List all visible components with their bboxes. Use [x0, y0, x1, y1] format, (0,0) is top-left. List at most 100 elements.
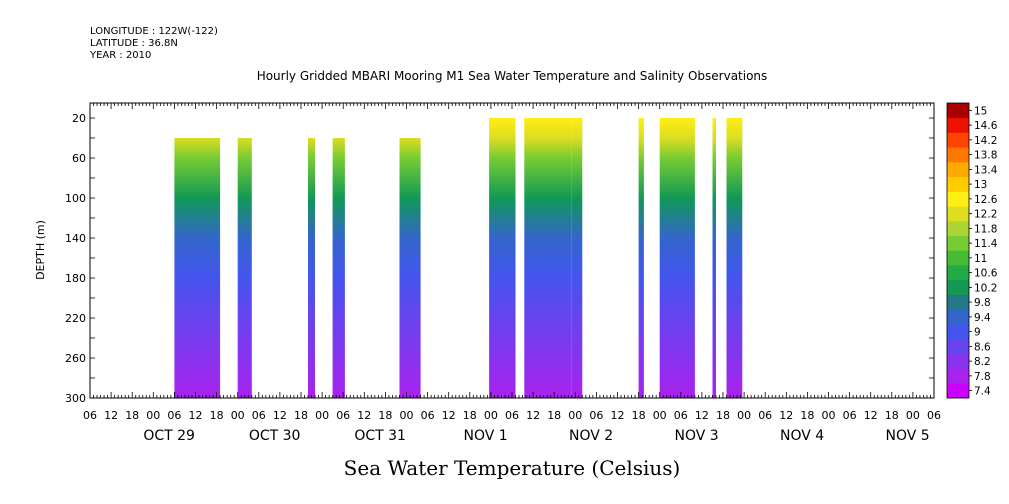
- x-day-label: OCT 30: [249, 428, 301, 444]
- variable-label: Sea Water Temperature (Celsius): [344, 456, 681, 480]
- colorbar-swatch: [947, 309, 969, 325]
- colorbar-swatch: [947, 280, 969, 296]
- colorbar-swatch: [947, 191, 969, 207]
- x-hour-tick-label: 00: [653, 409, 667, 422]
- year-label: YEAR : 2010: [90, 50, 152, 61]
- y-tick-label: 20: [72, 112, 86, 125]
- colorbar-tick-label: 13: [974, 179, 987, 191]
- colorbar-tick-label: 11.8: [974, 223, 997, 235]
- x-hour-tick-label: 06: [252, 409, 266, 422]
- colorbar-swatch: [947, 265, 969, 281]
- data-segment: [524, 118, 572, 398]
- x-hour-tick-label: 18: [294, 409, 308, 422]
- data-segment: [308, 138, 315, 398]
- x-day-label: NOV 2: [569, 428, 613, 444]
- x-day-label: NOV 4: [780, 428, 824, 444]
- colorbar-swatch: [947, 250, 969, 266]
- y-tick-label: 300: [65, 392, 86, 405]
- x-hour-tick-label: 00: [146, 409, 160, 422]
- data-segment: [399, 138, 421, 398]
- colorbar-tick-label: 14.6: [974, 120, 998, 132]
- colorbar-swatch: [947, 103, 969, 119]
- x-hour-tick-label: 00: [315, 409, 329, 422]
- x-hour-tick-label: 18: [210, 409, 224, 422]
- y-tick-label: 60: [72, 152, 86, 165]
- colorbar-swatch: [947, 339, 969, 355]
- colorbar-tick-label: 13.4: [974, 164, 998, 176]
- x-day-label: OCT 31: [354, 428, 406, 444]
- y-axis-label: DEPTH (m): [34, 220, 47, 280]
- x-hour-tick-label: 12: [695, 409, 709, 422]
- data-segment: [726, 118, 743, 398]
- x-hour-tick-label: 18: [716, 409, 730, 422]
- data-segment: [659, 118, 695, 398]
- x-day-label: NOV 3: [675, 428, 719, 444]
- data-segments: [174, 118, 743, 398]
- colorbar-tick-label: 7.4: [974, 386, 991, 398]
- y-tick-label: 260: [65, 352, 86, 365]
- x-hour-tick-label: 12: [779, 409, 793, 422]
- colorbar-swatch: [947, 324, 969, 340]
- x-hour-tick-label: 06: [843, 409, 857, 422]
- x-day-label: NOV 5: [886, 428, 930, 444]
- colorbar-tick-label: 14.2: [974, 135, 997, 147]
- colorbar-tick-label: 15: [974, 105, 987, 117]
- y-tick-label: 220: [65, 312, 86, 325]
- colorbar-tick-label: 12.2: [974, 209, 997, 221]
- colorbar-swatch: [947, 176, 969, 192]
- longitude-label: LONGITUDE : 122W(-122): [90, 26, 218, 37]
- colorbar-swatch: [947, 353, 969, 369]
- x-hour-tick-label: 06: [927, 409, 941, 422]
- x-hour-tick-label: 00: [568, 409, 582, 422]
- x-hour-tick-label: 06: [758, 409, 772, 422]
- x-hour-tick-label: 18: [885, 409, 899, 422]
- latitude-label: LATITUDE : 36.8N: [90, 38, 178, 49]
- colorbar-frame: [946, 102, 970, 399]
- x-hour-tick-label: 06: [589, 409, 603, 422]
- x-hour-tick-label: 12: [526, 409, 540, 422]
- colorbar-swatch: [947, 235, 969, 251]
- colorbar-swatch: [947, 206, 969, 222]
- x-hour-tick-label: 00: [484, 409, 498, 422]
- colorbar: 7.4 7.8 8.2 8.6 9 9.4 9.8 10.2 10.6 11 11.4 11.8 12.…: [946, 102, 998, 399]
- y-tick-label: 100: [65, 192, 86, 205]
- x-hour-tick-label: 18: [800, 409, 814, 422]
- colorbar-swatch: [947, 162, 969, 178]
- x-hour-tick-label: 12: [189, 409, 203, 422]
- data-segment: [489, 118, 516, 398]
- x-hour-tick-label: 00: [737, 409, 751, 422]
- colorbar-tick-label: 10.2: [974, 282, 997, 294]
- x-hour-tick-label: 18: [378, 409, 392, 422]
- colorbar-tick-label: 9: [974, 327, 981, 339]
- x-hour-tick-label: 12: [864, 409, 878, 422]
- data-segment: [237, 138, 252, 398]
- y-tick-label: 180: [65, 272, 86, 285]
- colorbar-swatch: [947, 147, 969, 163]
- colorbar-swatch: [947, 132, 969, 148]
- colorbar-tick-label: 13.8: [974, 150, 997, 162]
- data-segment: [638, 118, 644, 398]
- colorbar-tick-label: 10.6: [974, 268, 998, 280]
- y-tick-label: 140: [65, 232, 86, 245]
- colorbar-tick-label: 7.8: [974, 371, 991, 383]
- x-hour-tick-label: 06: [505, 409, 519, 422]
- x-hour-tick-label: 12: [104, 409, 118, 422]
- x-hour-tick-label: 06: [83, 409, 97, 422]
- x-hour-tick-label: 12: [357, 409, 371, 422]
- x-hour-tick-label: 06: [167, 409, 181, 422]
- x-hour-tick-label: 18: [463, 409, 477, 422]
- colorbar-swatch: [947, 368, 969, 384]
- colorbar-tick-label: 11.4: [974, 238, 998, 250]
- x-hour-tick-label: 00: [822, 409, 836, 422]
- chart-title: Hourly Gridded MBARI Mooring M1 Sea Wate…: [257, 69, 768, 83]
- colorbar-tick-label: 12.6: [974, 194, 998, 206]
- colorbar-tick-label: 9.4: [974, 312, 991, 324]
- data-segment: [174, 138, 221, 398]
- colorbar-swatch: [947, 117, 969, 133]
- x-hour-tick-label: 00: [400, 409, 414, 422]
- data-segment: [712, 118, 716, 398]
- x-hour-tick-label: 18: [632, 409, 646, 422]
- colorbar-tick-label: 8.6: [974, 341, 991, 353]
- x-axis: 06 12 18 00 06 12 18 00 06 12 18 00 06 12 18 00 06 12 18 00…: [83, 103, 941, 444]
